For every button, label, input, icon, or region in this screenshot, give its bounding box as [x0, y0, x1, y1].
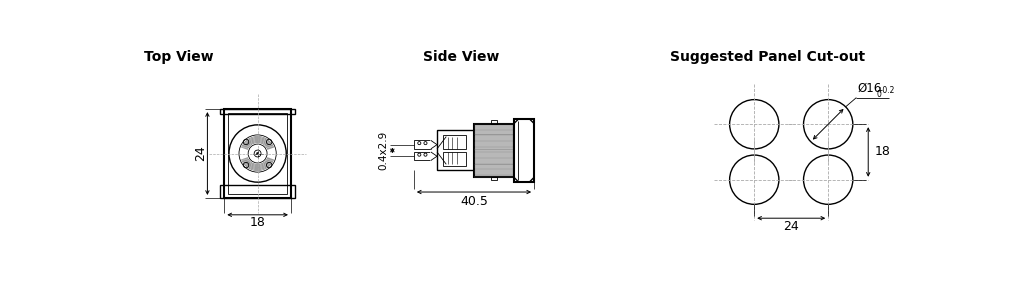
Text: Suggested Panel Cut-out: Suggested Panel Cut-out [670, 50, 864, 64]
Bar [228, 113, 287, 194]
Polygon shape [431, 152, 437, 161]
Bar [437, 130, 474, 171]
Text: 18: 18 [250, 216, 265, 229]
Text: 40.5: 40.5 [460, 195, 487, 208]
Bar [443, 135, 466, 149]
Text: +0.2: +0.2 [877, 86, 895, 95]
Bar [224, 109, 291, 198]
Circle shape [256, 152, 259, 155]
Text: Top View: Top View [144, 50, 214, 64]
Bar [490, 177, 497, 181]
Bar [490, 120, 497, 124]
Bar [414, 152, 431, 161]
Bar [474, 124, 514, 177]
Bar [414, 140, 431, 149]
Bar [443, 152, 466, 166]
Text: 0.4x2.9: 0.4x2.9 [379, 131, 388, 170]
Polygon shape [431, 140, 437, 149]
Text: 0: 0 [877, 90, 882, 99]
Text: 24: 24 [194, 146, 207, 161]
Bar [220, 109, 295, 115]
Text: 18: 18 [876, 146, 891, 158]
Bar [220, 185, 295, 198]
Text: Side View: Side View [423, 50, 500, 64]
Bar [514, 119, 535, 182]
Text: Ø16: Ø16 [857, 81, 882, 95]
Text: 24: 24 [783, 220, 799, 233]
